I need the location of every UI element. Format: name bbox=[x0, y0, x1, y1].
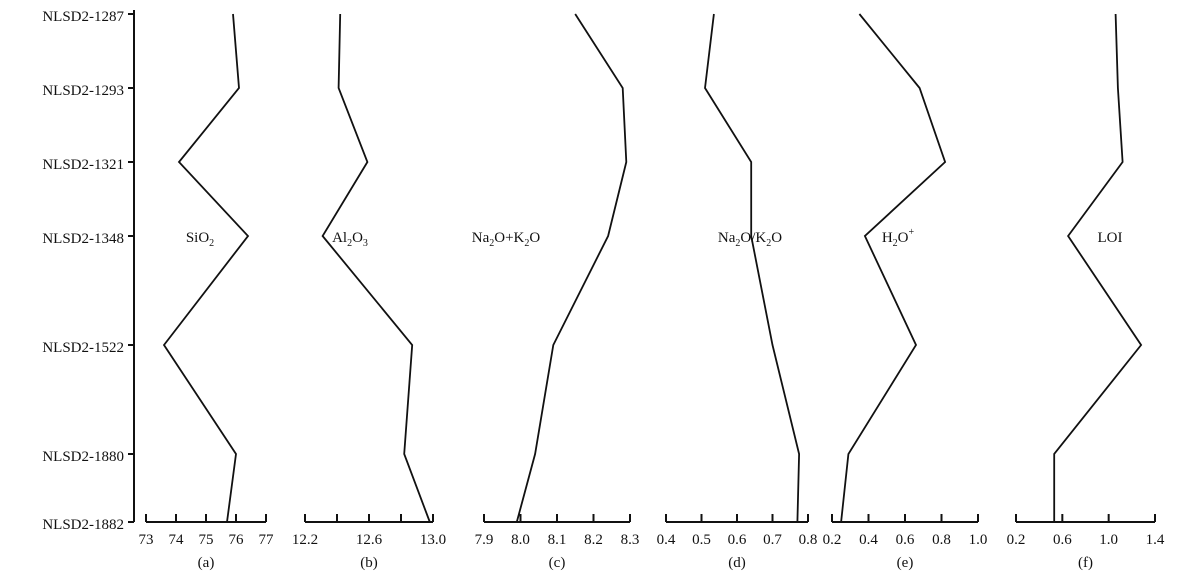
x-tick-label: 74 bbox=[169, 532, 185, 548]
x-tick-label: 1.4 bbox=[1146, 532, 1165, 548]
sample-labels: NLSD2-1287 NLSD2-1293 NLSD2-1321 NLSD2-1348… bbox=[42, 9, 135, 533]
panels: 73 74 75 76 77 (a) SiO2 12.2 12.6 13.0 (b) Al2O3 7.9… bbox=[139, 13, 1165, 571]
x-tick-label: 76 bbox=[229, 532, 245, 548]
series-label: SiO2 bbox=[186, 230, 214, 249]
panel-label: (a) bbox=[198, 555, 215, 571]
series-line bbox=[704, 13, 801, 523]
panel-c: 7.9 8.0 8.1 8.2 8.3 (c) Na2O+K2O bbox=[472, 13, 640, 571]
x-tick-label: 8.3 bbox=[621, 532, 640, 548]
x-tick-label: 0.7 bbox=[763, 532, 782, 548]
sample-label: NLSD2-1293 bbox=[42, 83, 124, 99]
x-tick-label: 0.8 bbox=[932, 532, 951, 548]
x-tick-label: 0.6 bbox=[896, 532, 915, 548]
x-tick-label: 7.9 bbox=[475, 532, 494, 548]
x-tick-label: 1.0 bbox=[969, 532, 988, 548]
sample-label: NLSD2-1882 bbox=[42, 517, 124, 533]
series-label: Al2O3 bbox=[332, 230, 368, 249]
series-line bbox=[1053, 13, 1143, 522]
x-tick-label: 8.2 bbox=[584, 532, 603, 548]
x-tick-label: 0.6 bbox=[728, 532, 747, 548]
x-tick-label: 13.0 bbox=[420, 532, 446, 548]
x-tick-label: 0.4 bbox=[859, 532, 878, 548]
panel-label: (c) bbox=[549, 555, 566, 571]
x-tick-label: 0.6 bbox=[1053, 532, 1072, 548]
x-tick-label: 12.2 bbox=[292, 532, 318, 548]
x-tick-label: 0.2 bbox=[823, 532, 842, 548]
x-tick-label: 77 bbox=[259, 532, 275, 548]
panel-label: (b) bbox=[360, 555, 378, 571]
x-tick-label: 75 bbox=[199, 532, 214, 548]
panel-b: 12.2 12.6 13.0 (b) Al2O3 bbox=[292, 13, 446, 571]
series-label: H2O+ bbox=[882, 227, 915, 249]
panel-a: 73 74 75 76 77 (a) SiO2 bbox=[139, 13, 275, 571]
sample-label: NLSD2-1522 bbox=[42, 340, 124, 356]
x-tick-label: 0.5 bbox=[692, 532, 711, 548]
series-line bbox=[515, 13, 628, 523]
series-label: LOI bbox=[1098, 230, 1123, 246]
sample-label: NLSD2-1348 bbox=[42, 231, 124, 247]
x-tick-label: 0.2 bbox=[1007, 532, 1026, 548]
x-tick-label: 8.0 bbox=[511, 532, 530, 548]
x-tick-label: 8.1 bbox=[548, 532, 567, 548]
x-tick-label: 73 bbox=[139, 532, 154, 548]
series-line bbox=[162, 13, 250, 523]
panel-label: (d) bbox=[728, 555, 746, 571]
panel-label: (f) bbox=[1078, 555, 1093, 571]
panel-d: 0.4 0.5 0.6 0.7 0.8 (d) Na2O/K2O bbox=[657, 13, 818, 571]
sample-label: NLSD2-1287 bbox=[42, 9, 124, 25]
sample-label: NLSD2-1321 bbox=[42, 157, 124, 173]
x-tick-label: 12.6 bbox=[356, 532, 383, 548]
series-line bbox=[840, 13, 947, 523]
panel-label: (e) bbox=[897, 555, 914, 571]
series-label: Na2O/K2O bbox=[718, 230, 782, 249]
series-label: Na2O+K2O bbox=[472, 230, 541, 249]
x-tick-label: 1.0 bbox=[1099, 532, 1118, 548]
panel-f: 0.2 0.6 1.0 1.4 (f) LOI bbox=[1007, 13, 1165, 571]
x-tick-label: 0.8 bbox=[799, 532, 818, 548]
x-tick-label: 0.4 bbox=[657, 532, 676, 548]
series-line bbox=[321, 13, 431, 523]
panel-e: 0.2 0.4 0.6 0.8 1.0 (e) H2O+ bbox=[823, 13, 988, 571]
sample-label: NLSD2-1880 bbox=[42, 449, 124, 465]
